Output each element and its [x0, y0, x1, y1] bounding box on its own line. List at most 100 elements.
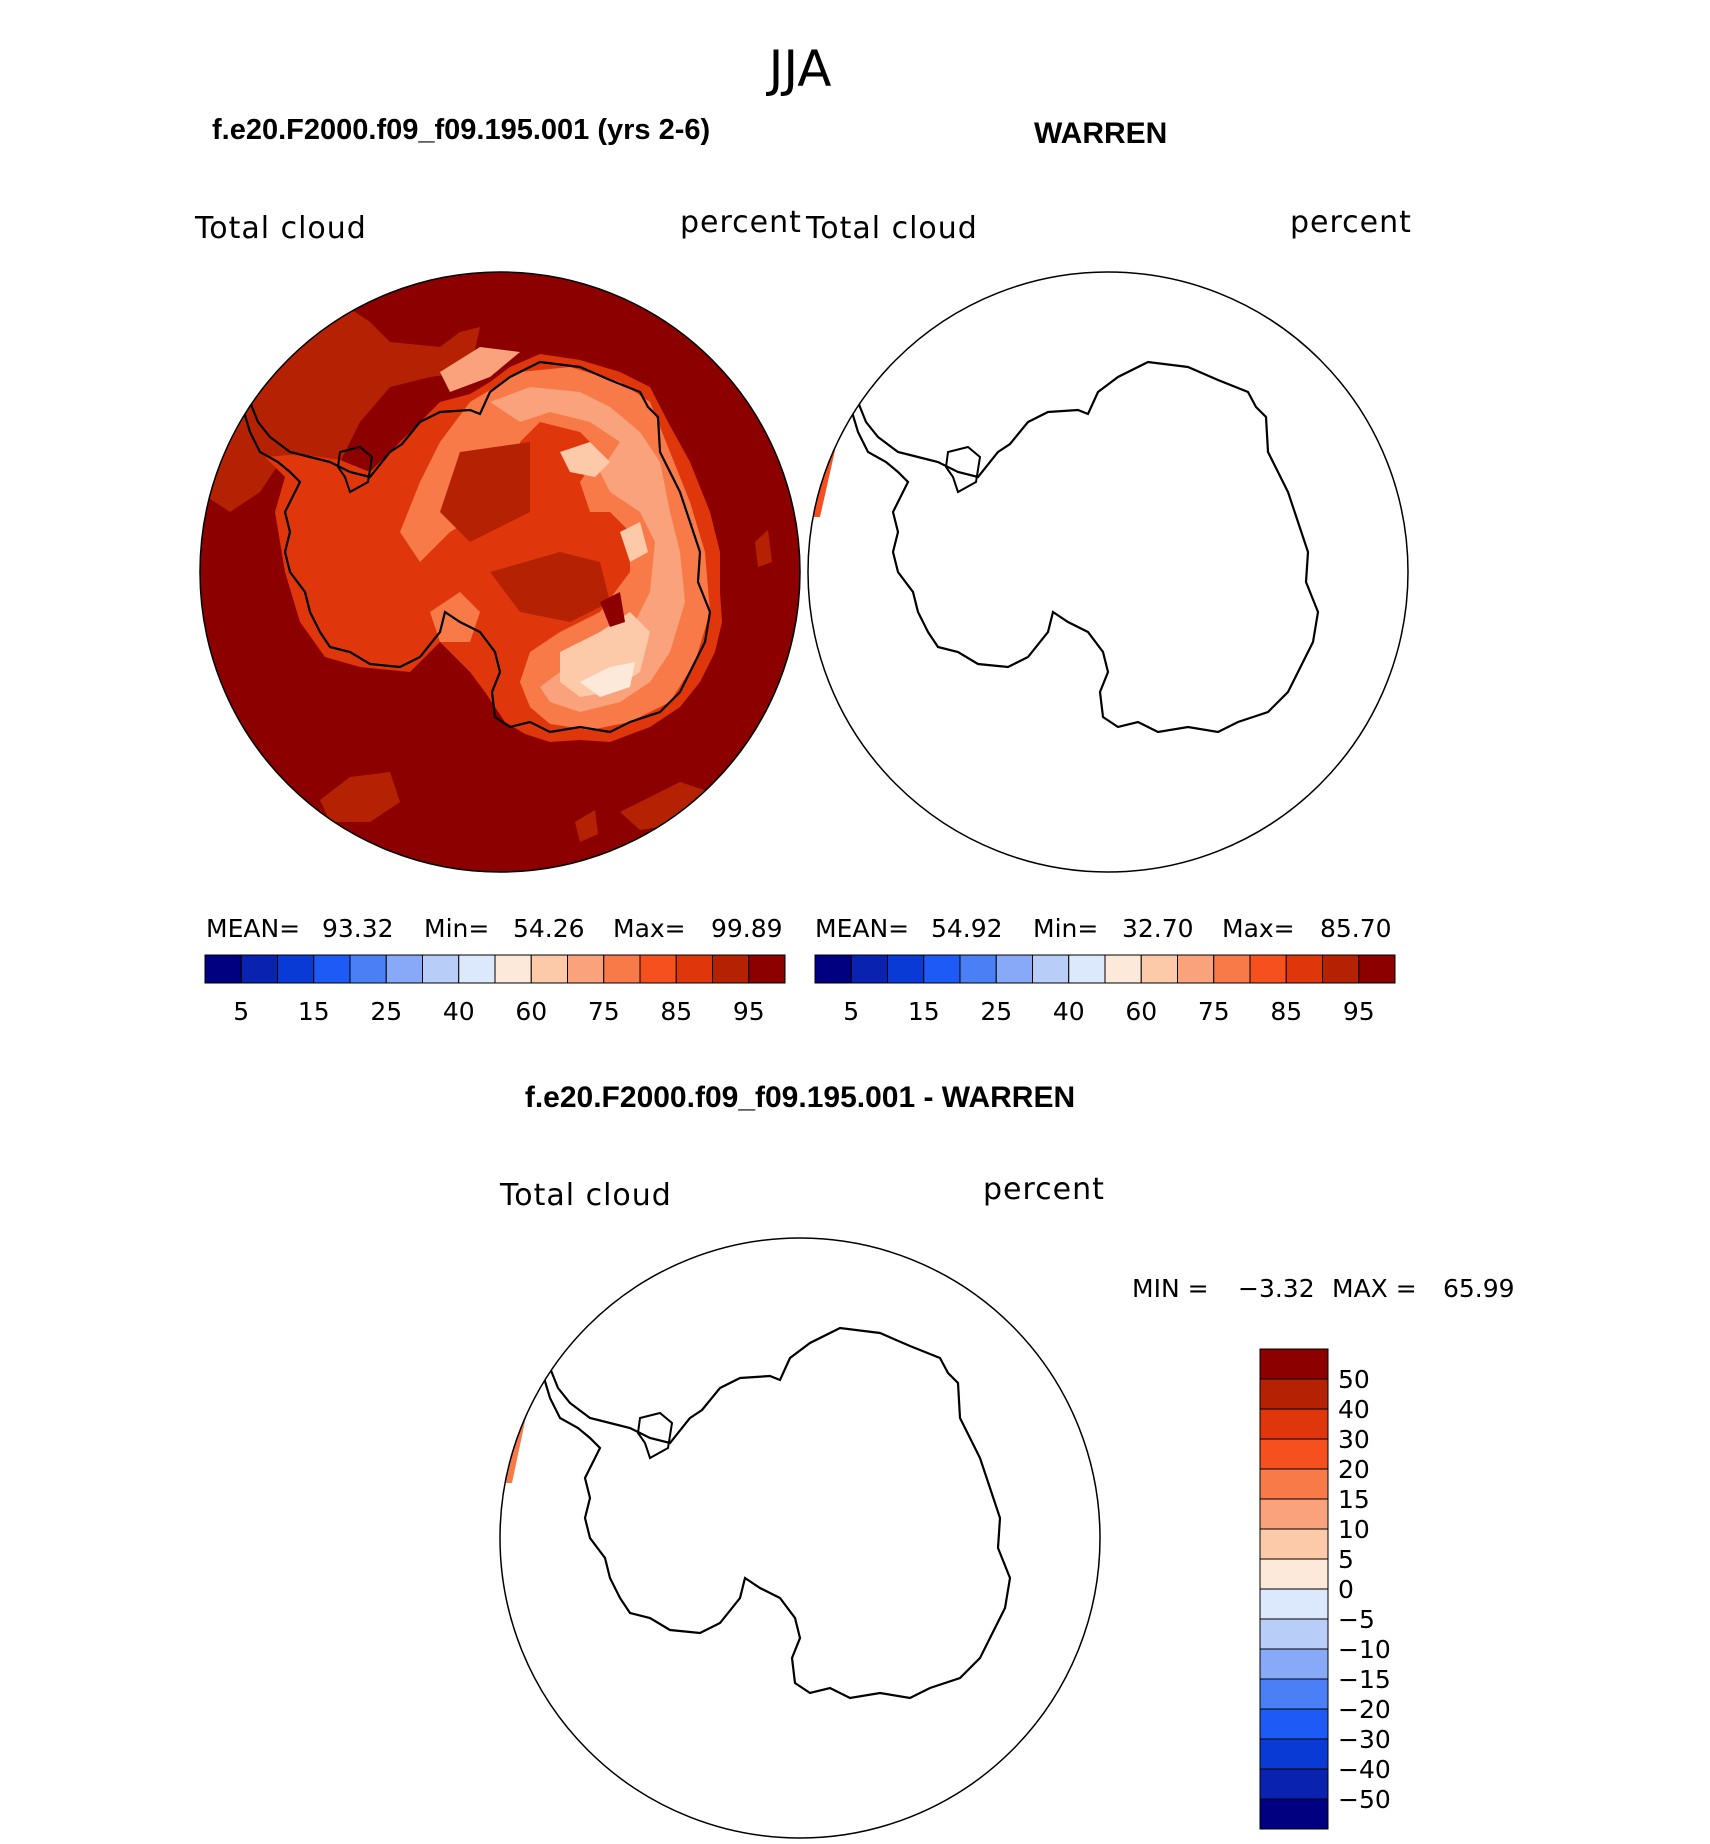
- obs-colorbar-swatch: [1285, 954, 1323, 984]
- obs-colorbar-swatch: [850, 954, 888, 984]
- obs-colorbar-swatch: [995, 954, 1033, 984]
- obs-colorbar-swatch: [887, 954, 925, 984]
- diff-colorbar-swatch: [1259, 1708, 1329, 1740]
- model-colorbar-swatch: [675, 954, 713, 984]
- diff-units-label: percent: [983, 1172, 1105, 1207]
- diff-colorbar-tick-label: −50: [1338, 1785, 1391, 1814]
- diff-variable-label: Total cloud: [499, 1178, 672, 1213]
- diff-colorbar-swatch: [1259, 1528, 1329, 1560]
- diff-colorbar-tick-label: −15: [1338, 1665, 1391, 1694]
- diff-colorbar-swatch: [1259, 1558, 1329, 1590]
- diff-panel-title: f.e20.F2000.f09_f09.195.001 - WARREN: [525, 1081, 1075, 1114]
- obs-variable-label: Total cloud: [805, 211, 978, 246]
- diff-colorbar-swatch: [1259, 1618, 1329, 1650]
- model-colorbar-tick-label: 95: [733, 997, 765, 1026]
- model-colorbar-swatch: [422, 954, 460, 984]
- diff-colorbar-tick-label: 10: [1338, 1515, 1370, 1544]
- obs-colorbar-tick-label: 5: [843, 997, 859, 1026]
- obs-colorbar-swatch: [1177, 954, 1215, 984]
- model-colorbar-tick-label: 25: [370, 997, 402, 1026]
- diff-colorbar-swatch: [1259, 1588, 1329, 1620]
- model-panel-title: f.e20.F2000.f09_f09.195.001 (yrs 2-6): [212, 114, 710, 146]
- diff-colorbar-swatch: [1259, 1348, 1329, 1380]
- diff-colorbar-tick-label: −10: [1338, 1635, 1391, 1664]
- obs-colorbar-swatch: [1249, 954, 1287, 984]
- diff-colorbar-swatch: [1259, 1768, 1329, 1800]
- model-colorbar-tick-label: 85: [660, 997, 692, 1026]
- obs-colorbar-tick-label: 15: [908, 997, 940, 1026]
- obs-colorbar-tick-label: 60: [1125, 997, 1157, 1026]
- model-min-value: 54.26: [513, 914, 585, 943]
- diff-colorbar-tick-label: −5: [1338, 1605, 1375, 1634]
- obs-min-label: Min=: [1033, 914, 1098, 943]
- obs-mean-label: MEAN=: [815, 914, 909, 943]
- model-variable-label: Total cloud: [194, 211, 367, 246]
- obs-colorbar-tick-label: 75: [1198, 997, 1230, 1026]
- model-colorbar-swatch: [349, 954, 387, 984]
- model-colorbar-swatch: [567, 954, 605, 984]
- diff-colorbar-tick-label: 30: [1338, 1425, 1370, 1454]
- obs-colorbar-swatch: [1322, 954, 1360, 984]
- obs-colorbar-tick-label: 85: [1270, 997, 1302, 1026]
- diff-colorbar-swatch: [1259, 1798, 1329, 1830]
- obs-colorbar-tick-label: 25: [980, 997, 1012, 1026]
- model-max-label: Max=: [613, 914, 686, 943]
- model-colorbar-swatch: [748, 954, 786, 984]
- obs-min-value: 32.70: [1122, 914, 1194, 943]
- model-map: [199, 271, 801, 873]
- model-colorbar-swatch: [313, 954, 351, 984]
- obs-colorbar-swatch: [1104, 954, 1142, 984]
- model-min-label: Min=: [424, 914, 489, 943]
- obs-colorbar-swatch: [1213, 954, 1251, 984]
- diff-colorbar-swatch: [1259, 1378, 1329, 1410]
- obs-max-value: 85.70: [1320, 914, 1392, 943]
- model-colorbar-swatch: [277, 954, 315, 984]
- obs-map: [807, 271, 1409, 873]
- diff-colorbar-tick-label: −20: [1338, 1695, 1391, 1724]
- diff-colorbar-swatch: [1259, 1498, 1329, 1530]
- season-label: JJA: [766, 40, 832, 98]
- diff-colorbar-swatch: [1259, 1408, 1329, 1440]
- model-colorbar-swatch: [240, 954, 278, 984]
- model-units-label: percent: [680, 205, 802, 240]
- model-colorbar: 5 15 25 40 60 75 85 95: [204, 954, 786, 1026]
- diff-colorbar-tick-label: 5: [1338, 1545, 1354, 1574]
- model-mean-label: MEAN=: [206, 914, 300, 943]
- diff-colorbar-tick-label: 15: [1338, 1485, 1370, 1514]
- diff-colorbar-swatch: [1259, 1738, 1329, 1770]
- model-colorbar-tick-label: 5: [233, 997, 249, 1026]
- model-colorbar-swatch: [204, 954, 242, 984]
- diff-min-value: −3.32: [1238, 1274, 1315, 1303]
- obs-colorbar: 5 15 25 40 60 75 85 95: [814, 954, 1396, 1026]
- obs-colorbar-swatch: [1032, 954, 1070, 984]
- obs-units-label: percent: [1290, 205, 1412, 240]
- obs-colorbar-tick-label: 95: [1343, 997, 1375, 1026]
- model-colorbar-tick-label: 75: [588, 997, 620, 1026]
- model-mean-value: 93.32: [322, 914, 394, 943]
- diff-colorbar-tick-label: −30: [1338, 1725, 1391, 1754]
- model-colorbar-swatch: [712, 954, 750, 984]
- diff-colorbar-swatch: [1259, 1438, 1329, 1470]
- obs-colorbar-swatch: [923, 954, 961, 984]
- obs-colorbar-swatch: [1140, 954, 1178, 984]
- model-colorbar-swatch: [603, 954, 641, 984]
- diff-max-label: MAX =: [1332, 1274, 1417, 1303]
- diff-min-label: MIN =: [1132, 1274, 1209, 1303]
- model-colorbar-swatch: [494, 954, 532, 984]
- diff-colorbar-swatch: [1259, 1678, 1329, 1710]
- diff-map: [499, 1237, 1101, 1839]
- diff-max-value: 65.99: [1443, 1274, 1515, 1303]
- model-colorbar-swatch: [458, 954, 496, 984]
- diff-colorbar-tick-label: 0: [1338, 1575, 1354, 1604]
- obs-panel-title: WARREN: [1034, 117, 1167, 150]
- model-colorbar-tick-label: 40: [443, 997, 475, 1026]
- model-colorbar-swatch: [530, 954, 568, 984]
- diff-colorbar-tick-label: 20: [1338, 1455, 1370, 1484]
- model-colorbar-tick-label: 60: [515, 997, 547, 1026]
- obs-max-label: Max=: [1222, 914, 1295, 943]
- obs-colorbar-tick-label: 40: [1053, 997, 1085, 1026]
- obs-mean-value: 54.92: [931, 914, 1003, 943]
- diff-colorbar-tick-label: 40: [1338, 1395, 1370, 1424]
